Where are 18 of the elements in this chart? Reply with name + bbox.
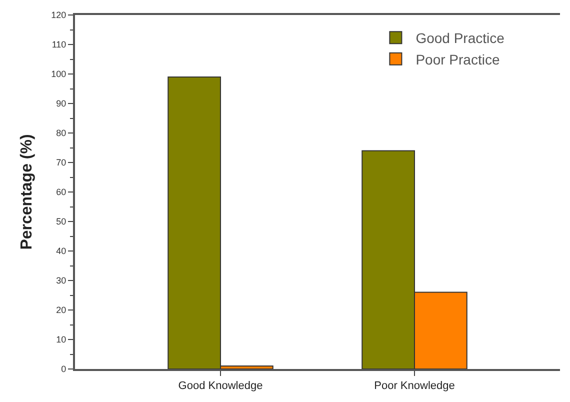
y-axis-title: Percentage (%) [18, 134, 36, 250]
y-tick-label: 110 [52, 40, 66, 50]
y-tick-label: 120 [51, 10, 66, 20]
y-tick-label: 10 [56, 334, 66, 345]
legend-label: Good Practice [416, 30, 505, 46]
y-tick-label: 90 [56, 98, 66, 109]
y-tick-label: 80 [56, 128, 66, 138]
x-tick-label: Poor Knowledge [374, 380, 455, 392]
y-tick-label: 20 [56, 305, 66, 316]
y-tick-label: 70 [56, 158, 66, 168]
y-tick-label: 50 [56, 216, 66, 227]
y-tick-label: 60 [56, 187, 66, 198]
y-tick-label: 30 [56, 276, 66, 286]
y-tick-label: 0 [61, 364, 66, 374]
x-tick-label: Good Knowledge [178, 380, 263, 392]
y-tick-label: 40 [56, 246, 66, 256]
legend-label: Poor Practice [416, 51, 500, 68]
y-tick-label: 100 [51, 69, 66, 80]
